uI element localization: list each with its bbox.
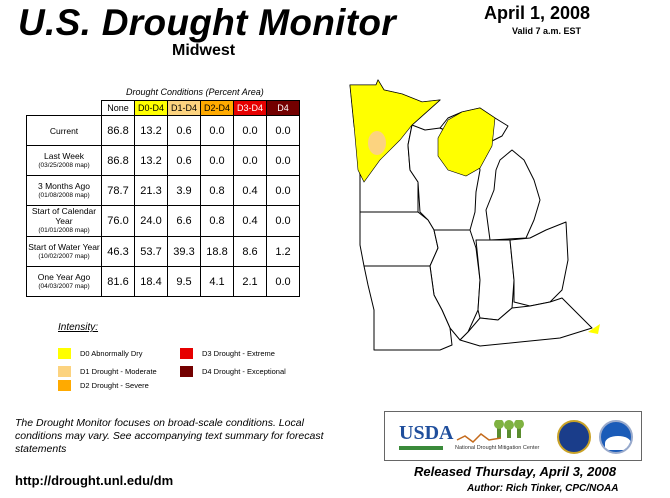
- d0-area-minnesota: [349, 79, 441, 183]
- table-row: 3 Months Ago (01/08/2008 map) 78.7 21.3 3.9 0…: [26, 175, 300, 206]
- table-cell: 0.0: [233, 115, 267, 146]
- table-cell: 0.0: [266, 145, 300, 176]
- table-cell: 0.6: [167, 115, 201, 146]
- table-row: Last Week (03/25/2008 map) 86.8 13.2 0.6 0.0 0…: [26, 145, 300, 176]
- row-label: Start of Calendar Year (01/01/2008 map): [26, 205, 102, 237]
- table-row: Start of Calendar Year (01/01/2008 map) 76…: [26, 205, 300, 237]
- table-cell: 39.3: [167, 236, 201, 267]
- midwest-map: [349, 79, 600, 351]
- table-cell: 0.8: [200, 175, 234, 206]
- legend-swatch: [180, 348, 193, 359]
- table-cell: 24.0: [134, 205, 168, 237]
- author-credit: Author: Rich Tinker, CPC/NOAA: [467, 483, 619, 494]
- d1-area-minnesota: [368, 131, 386, 155]
- table-cell: 81.6: [101, 266, 135, 297]
- legend-item: D4 Drought - Exceptional: [180, 366, 286, 377]
- table-cell: 1.2: [266, 236, 300, 267]
- region-label: Midwest: [172, 42, 236, 59]
- table-cell: 6.6: [167, 205, 201, 237]
- partner-logos: USDA National Drought Mitigation Center: [384, 411, 642, 461]
- column-header-none: None: [101, 100, 135, 116]
- table-cell: 18.4: [134, 266, 168, 297]
- table-cell: 0.0: [200, 145, 234, 176]
- column-header-d4: D4: [266, 100, 300, 116]
- table-row: Start of Water Year (10/02/2007 map) 46.3 5…: [26, 236, 300, 267]
- commerce-seal-icon: [557, 420, 591, 454]
- table-cell: 0.6: [167, 145, 201, 176]
- table-row: One Year Ago (04/03/2007 map) 81.6 18.4 9.5 4…: [26, 266, 300, 297]
- release-date: Released Thursday, April 3, 2008: [414, 464, 617, 479]
- d0-area-wisconsin-michigan: [437, 107, 496, 177]
- table-cell: 13.2: [134, 115, 168, 146]
- ohio-state: [509, 221, 569, 307]
- legend-label: D0 Abnormally Dry: [80, 349, 143, 358]
- legend-item: D1 Drought - Moderate: [58, 366, 157, 377]
- usda-logo: USDA: [399, 422, 453, 450]
- table-cell: 0.0: [200, 115, 234, 146]
- footer-note: The Drought Monitor focuses on broad-sca…: [15, 417, 324, 455]
- row-label: Last Week (03/25/2008 map): [26, 145, 102, 176]
- table-cell: 9.5: [167, 266, 201, 297]
- table-cell: 18.8: [200, 236, 234, 267]
- table-cell: 13.2: [134, 145, 168, 176]
- iowa-state: [359, 211, 439, 267]
- legend-item: D2 Drought - Severe: [58, 380, 149, 391]
- table-cell: 8.6: [233, 236, 267, 267]
- valid-time: Valid 7 a.m. EST: [512, 26, 582, 36]
- table-cell: 0.4: [233, 175, 267, 206]
- legend-title: Intensity:: [58, 322, 99, 333]
- michigan-lower-state: [485, 149, 541, 241]
- row-label: One Year Ago (04/03/2007 map): [26, 266, 102, 297]
- table-caption: Drought Conditions (Percent Area): [126, 87, 264, 97]
- legend-label: D1 Drought - Moderate: [80, 367, 157, 376]
- legend-swatch: [58, 380, 71, 391]
- table-cell: 0.0: [233, 145, 267, 176]
- legend-item: D3 Drought - Extreme: [180, 348, 275, 359]
- table-cell: 78.7: [101, 175, 135, 206]
- column-header-d0-d4: D0-D4: [134, 100, 168, 116]
- column-header-d1-d4: D1-D4: [167, 100, 201, 116]
- table-cell: 0.8: [200, 205, 234, 237]
- legend-label: D4 Drought - Exceptional: [202, 367, 286, 376]
- column-header-d3-d4: D3-D4: [233, 100, 267, 116]
- legend-swatch: [58, 366, 71, 377]
- legend-label: D2 Drought - Severe: [80, 381, 149, 390]
- legend-item: D0 Abnormally Dry: [58, 348, 143, 359]
- map-title: U.S. Drought Monitor: [18, 2, 396, 43]
- noaa-seal-icon: [599, 420, 633, 454]
- table-cell: 53.7: [134, 236, 168, 267]
- kentucky-state: [459, 297, 593, 347]
- table-cell: 0.0: [266, 266, 300, 297]
- legend-swatch: [58, 348, 71, 359]
- map-date: April 1, 2008: [484, 3, 591, 23]
- table-corner: [26, 100, 102, 116]
- legend-swatch: [180, 366, 193, 377]
- missouri-state: [363, 265, 453, 351]
- table-cell: 4.1: [200, 266, 234, 297]
- table-cell: 86.8: [101, 115, 135, 146]
- table-cell: 2.1: [233, 266, 267, 297]
- table-header-row: None D0-D4 D1-D4 D2-D4 D3-D4 D4: [26, 100, 300, 116]
- d0-area-kentucky: [588, 324, 600, 334]
- column-header-d2-d4: D2-D4: [200, 100, 234, 116]
- table-cell: 0.0: [266, 115, 300, 146]
- table-cell: 76.0: [101, 205, 135, 237]
- table-cell: 21.3: [134, 175, 168, 206]
- row-label: Current: [26, 115, 102, 146]
- ndmc-label: National Drought Mitigation Center: [455, 445, 540, 451]
- table-cell: 86.8: [101, 145, 135, 176]
- table-cell: 0.4: [233, 205, 267, 237]
- row-label: 3 Months Ago (01/08/2008 map): [26, 175, 102, 206]
- row-label: Start of Water Year (10/02/2007 map): [26, 236, 102, 267]
- legend-label: D3 Drought - Extreme: [202, 349, 275, 358]
- table-row: Current 86.8 13.2 0.6 0.0 0.0 0.0: [26, 115, 300, 146]
- table-cell: 3.9: [167, 175, 201, 206]
- table-cell: 46.3: [101, 236, 135, 267]
- table-cell: 0.0: [266, 175, 300, 206]
- table-cell: 0.0: [266, 205, 300, 237]
- drought-monitor-link[interactable]: http://drought.unl.edu/dm: [15, 473, 174, 488]
- ndmc-logo: [456, 420, 524, 443]
- drought-conditions-table: None D0-D4 D1-D4 D2-D4 D3-D4 D4 Current 86.8 13…: [26, 100, 300, 297]
- indiana-state: [475, 239, 515, 321]
